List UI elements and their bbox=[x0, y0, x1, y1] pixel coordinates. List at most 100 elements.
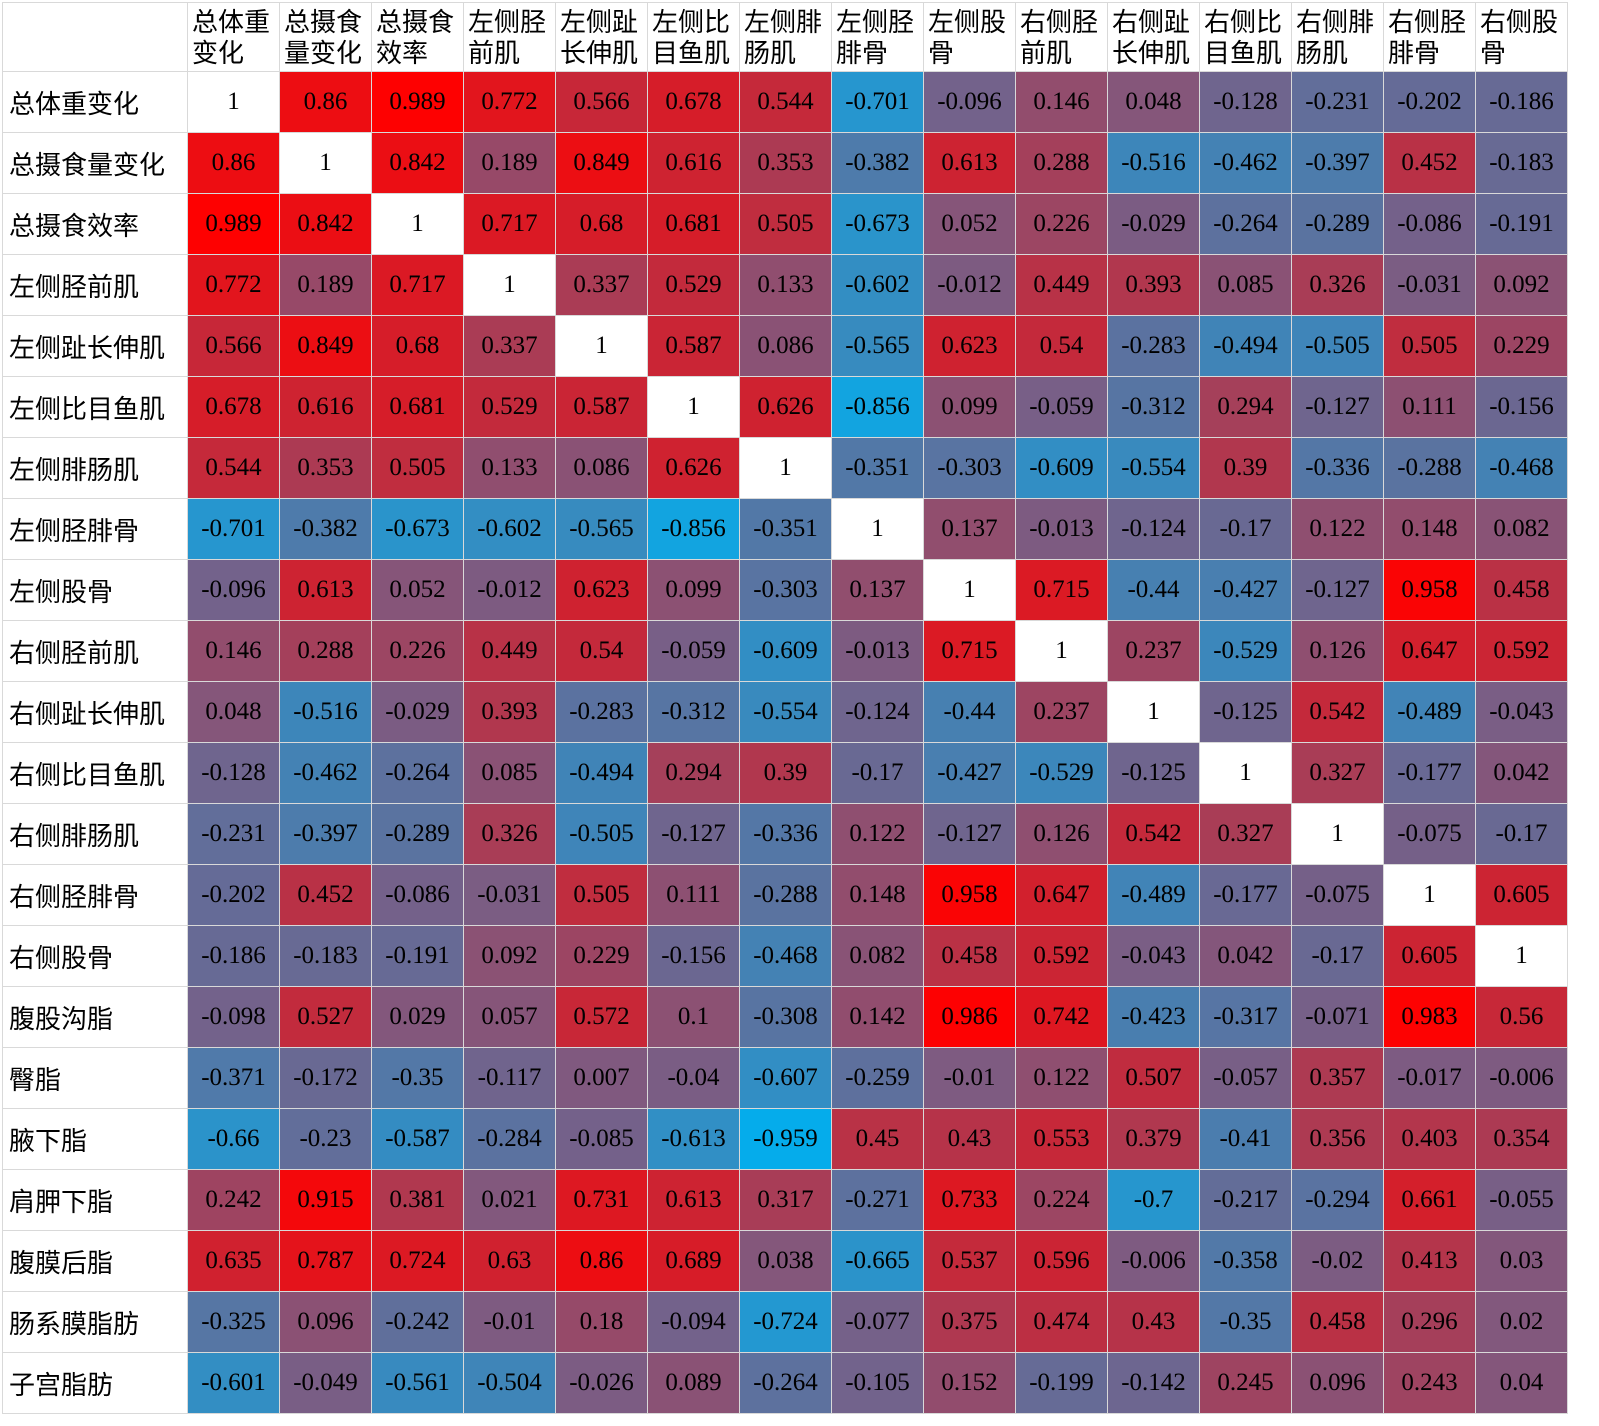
heatmap-cell: -0.673 bbox=[371, 498, 464, 560]
heatmap-cell: 0.099 bbox=[923, 376, 1016, 438]
heatmap-cell: 0.458 bbox=[923, 925, 1016, 987]
heatmap-cell: 0.133 bbox=[739, 254, 832, 316]
row-header: 左侧胫腓骨 bbox=[2, 498, 188, 560]
heatmap-cell: 0.537 bbox=[923, 1230, 1016, 1292]
heatmap-cell: 0.54 bbox=[1015, 315, 1108, 377]
heatmap-cell: 0.458 bbox=[1475, 559, 1568, 621]
heatmap-cell: -0.504 bbox=[463, 1352, 556, 1414]
heatmap-cell: -0.289 bbox=[1291, 193, 1384, 255]
heatmap-cell: 0.553 bbox=[1015, 1108, 1108, 1170]
heatmap-cell: 0.626 bbox=[647, 437, 740, 499]
heatmap-cell: 0.544 bbox=[187, 437, 280, 499]
heatmap-cell: 0.137 bbox=[831, 559, 924, 621]
heatmap-cell: 0.189 bbox=[279, 254, 372, 316]
heatmap-cell: -0.075 bbox=[1291, 864, 1384, 926]
heatmap-cell: -0.057 bbox=[1199, 1047, 1292, 1109]
heatmap-cell: 0.327 bbox=[1291, 742, 1384, 804]
heatmap-cell: 0.842 bbox=[371, 132, 464, 194]
column-header: 左侧趾长伸肌 bbox=[555, 2, 648, 72]
heatmap-cell: 0.507 bbox=[1107, 1047, 1200, 1109]
heatmap-cell: -0.489 bbox=[1383, 681, 1476, 743]
heatmap-cell: 0.68 bbox=[555, 193, 648, 255]
heatmap-cell: -0.124 bbox=[1107, 498, 1200, 560]
column-header: 总体重变化 bbox=[187, 2, 280, 72]
heatmap-row: 总摄食量变化 0.86 1 0.842 0.189 0.849 0.616 0.353 -0.3… bbox=[2, 132, 1568, 194]
heatmap-cell: -0.191 bbox=[371, 925, 464, 987]
heatmap-cell: 0.678 bbox=[647, 71, 740, 133]
heatmap-cell: 0.229 bbox=[1475, 315, 1568, 377]
heatmap-cell: -0.303 bbox=[739, 559, 832, 621]
heatmap-cell: 0.43 bbox=[923, 1108, 1016, 1170]
heatmap-cell: 0.505 bbox=[555, 864, 648, 926]
heatmap-cell: -0.609 bbox=[739, 620, 832, 682]
heatmap-cell: 0.63 bbox=[463, 1230, 556, 1292]
heatmap-cell: -0.264 bbox=[371, 742, 464, 804]
heatmap-cell: 0.989 bbox=[187, 193, 280, 255]
heatmap-row: 右侧趾长伸肌 0.048 -0.516 -0.029 0.393 -0.283 -0.312… bbox=[2, 681, 1568, 743]
heatmap-cell: 0.038 bbox=[739, 1230, 832, 1292]
row-header: 左侧股骨 bbox=[2, 559, 188, 621]
heatmap-cell: 0.337 bbox=[555, 254, 648, 316]
heatmap-cell: 0.623 bbox=[555, 559, 648, 621]
heatmap-cell: -0.358 bbox=[1199, 1230, 1292, 1292]
heatmap-cell: 1 bbox=[279, 132, 372, 194]
heatmap-cell: 1 bbox=[647, 376, 740, 438]
heatmap-cell: -0.264 bbox=[739, 1352, 832, 1414]
heatmap-cell: -0.283 bbox=[1107, 315, 1200, 377]
heatmap-cell: 0.787 bbox=[279, 1230, 372, 1292]
heatmap-cell: -0.231 bbox=[187, 803, 280, 865]
heatmap-cell: 0.111 bbox=[647, 864, 740, 926]
heatmap-cell: 0.096 bbox=[1291, 1352, 1384, 1414]
heatmap-cell: 0.587 bbox=[647, 315, 740, 377]
heatmap-cell: 1 bbox=[1475, 925, 1568, 987]
heatmap-cell: 0.146 bbox=[1015, 71, 1108, 133]
row-header: 肠系膜脂肪 bbox=[2, 1291, 188, 1353]
heatmap-cell: 0.04 bbox=[1475, 1352, 1568, 1414]
row-header: 右侧胫腓骨 bbox=[2, 864, 188, 926]
heatmap-cell: -0.217 bbox=[1199, 1169, 1292, 1231]
heatmap-cell: 0.39 bbox=[1199, 437, 1292, 499]
heatmap-cell: 0.474 bbox=[1015, 1291, 1108, 1353]
heatmap-cell: -0.086 bbox=[371, 864, 464, 926]
heatmap-row: 右侧胫前肌 0.146 0.288 0.226 0.449 0.54 -0.059 -0.60… bbox=[2, 620, 1568, 682]
heatmap-cell: -0.284 bbox=[463, 1108, 556, 1170]
heatmap-cell: 0.452 bbox=[1383, 132, 1476, 194]
heatmap-cell: -0.127 bbox=[1291, 376, 1384, 438]
heatmap-cell: -0.468 bbox=[739, 925, 832, 987]
heatmap-cell: 0.566 bbox=[187, 315, 280, 377]
heatmap-cell: 0.007 bbox=[555, 1047, 648, 1109]
heatmap-cell: -0.462 bbox=[1199, 132, 1292, 194]
heatmap-row: 右侧胫腓骨 -0.202 0.452 -0.086 -0.031 0.505 0.111 -0… bbox=[2, 864, 1568, 926]
heatmap-cell: 1 bbox=[555, 315, 648, 377]
row-header: 腋下脂 bbox=[2, 1108, 188, 1170]
heatmap-cell: -0.059 bbox=[647, 620, 740, 682]
heatmap-cell: -0.006 bbox=[1475, 1047, 1568, 1109]
heatmap-cell: 1 bbox=[923, 559, 1016, 621]
heatmap-cell: 0.354 bbox=[1475, 1108, 1568, 1170]
heatmap-cell: 0.137 bbox=[923, 498, 1016, 560]
heatmap-cell: 0.613 bbox=[923, 132, 1016, 194]
heatmap-cell: 0.326 bbox=[463, 803, 556, 865]
column-header: 左侧胫前肌 bbox=[463, 2, 556, 72]
heatmap-cell: -0.468 bbox=[1475, 437, 1568, 499]
heatmap-row: 左侧腓肠肌 0.544 0.353 0.505 0.133 0.086 0.626 1 -0.3… bbox=[2, 437, 1568, 499]
heatmap-cell: 0.152 bbox=[923, 1352, 1016, 1414]
heatmap-cell: -0.17 bbox=[1475, 803, 1568, 865]
heatmap-cell: 1 bbox=[1199, 742, 1292, 804]
heatmap-cell: 1 bbox=[371, 193, 464, 255]
row-header: 右侧趾长伸肌 bbox=[2, 681, 188, 743]
heatmap-cell: 0.229 bbox=[555, 925, 648, 987]
heatmap-cell: 0.148 bbox=[1383, 498, 1476, 560]
heatmap-cell: 0.647 bbox=[1015, 864, 1108, 926]
heatmap-cell: -0.317 bbox=[1199, 986, 1292, 1048]
heatmap-cell: 0.605 bbox=[1475, 864, 1568, 926]
heatmap-cell: -0.124 bbox=[831, 681, 924, 743]
heatmap-cell: -0.561 bbox=[371, 1352, 464, 1414]
heatmap-cell: -0.351 bbox=[739, 498, 832, 560]
heatmap-cell: 0.317 bbox=[739, 1169, 832, 1231]
heatmap-cell: -0.294 bbox=[1291, 1169, 1384, 1231]
heatmap-cell: -0.077 bbox=[831, 1291, 924, 1353]
heatmap-cell: 0.724 bbox=[371, 1230, 464, 1292]
heatmap-cell: -0.494 bbox=[555, 742, 648, 804]
heatmap-cell: 1 bbox=[1015, 620, 1108, 682]
